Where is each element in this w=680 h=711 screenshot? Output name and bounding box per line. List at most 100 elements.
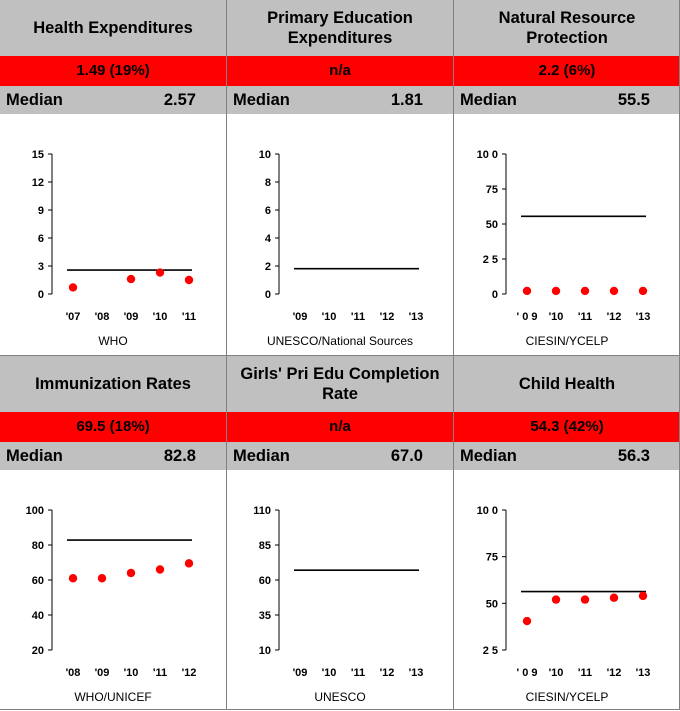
x-tick-label: '09 (124, 311, 139, 322)
median-row: Median 2.57 (0, 86, 226, 114)
data-point (126, 274, 136, 284)
y-tick-label: 60 (259, 575, 271, 587)
panel-title: Immunization Rates (0, 356, 226, 412)
source-label: CIESIN/YCELP (525, 334, 609, 348)
data-point (184, 275, 194, 285)
y-tick-label: 0 (38, 289, 44, 301)
data-point (155, 268, 165, 277)
panel-title: Primary Education Expenditures (227, 0, 453, 56)
x-tick-label: '11 (578, 311, 592, 322)
median-value: 82.8 (163, 447, 196, 465)
data-point (580, 286, 590, 296)
data-point (609, 286, 619, 296)
x-tick-label: '11 (351, 667, 365, 678)
panel-score: 69.5 (18%) (0, 412, 226, 442)
y-tick-label: 40 (32, 610, 44, 622)
data-point (126, 568, 136, 578)
x-tick-label: ' 0 9 (517, 311, 538, 322)
panel-score: 1.49 (19%) (0, 56, 226, 86)
x-tick-label: '12 (182, 667, 197, 678)
x-tick-label: '12 (380, 311, 395, 322)
chart-svg: 10 0 75 50 2 5 ' 0 9 '10 '11 '12 '13 (477, 505, 651, 679)
x-tick-label: '09 (293, 667, 308, 678)
y-tick-label: 80 (32, 540, 44, 552)
median-label: Median (233, 91, 290, 109)
y-tick-label: 3 (38, 261, 44, 273)
median-label: Median (6, 91, 63, 109)
panel-title: Natural Resource Protection (454, 0, 680, 56)
x-tick-label: '09 (95, 667, 110, 678)
y-tick-label: 110 (253, 505, 271, 517)
x-tick-label: '13 (409, 311, 424, 322)
y-tick-label: 50 (486, 598, 498, 610)
chart-svg: 10 8 6 4 2 0 '09 '10 '11 '12 '13 (259, 149, 424, 323)
y-tick-label: 35 (259, 610, 271, 622)
median-row: Median 55.5 (454, 86, 680, 114)
data-point (551, 286, 561, 296)
data-point (68, 283, 78, 292)
y-tick-label: 85 (259, 540, 271, 552)
panel-title: Child Health (454, 356, 680, 412)
median-label: Median (233, 447, 290, 465)
panel-score: n/a (227, 56, 453, 86)
data-point (522, 286, 532, 296)
chart: 10 0 75 50 2 5 0 ' 0 9 '10 '11 '12 '13 (454, 116, 680, 323)
y-tick-label: 15 (32, 149, 44, 161)
x-tick-label: '11 (182, 311, 196, 322)
data-point (522, 616, 532, 626)
panel-immunization-rates: Immunization Rates 69.5 (18%) Median 82.… (0, 356, 226, 711)
x-tick-label: '09 (293, 311, 308, 322)
chart-svg: 15 12 9 6 3 0 '07 '08 '09 '10 '11 (32, 149, 196, 323)
y-tick-label: 50 (486, 219, 498, 231)
median-row: Median 82.8 (0, 442, 226, 470)
median-row: Median 1.81 (227, 86, 453, 114)
y-tick-label: 10 (259, 149, 271, 161)
source-label: UNESCO/National Sources (266, 334, 414, 348)
panel-natural-resource-protection: Natural Resource Protection 2.2 (6%) Med… (454, 0, 680, 355)
y-tick-label: 10 0 (477, 505, 498, 517)
median-label: Median (460, 447, 517, 465)
chart-svg: 100 80 60 40 20 '08 '09 '10 '11 '12 (26, 505, 197, 679)
x-tick-label: '10 (153, 311, 168, 322)
x-tick-label: '08 (95, 311, 110, 322)
x-tick-label: '12 (607, 311, 622, 322)
source-label: WHO (98, 334, 128, 348)
data-point (68, 574, 78, 583)
median-row: Median 56.3 (454, 442, 680, 470)
panel-child-health: Child Health 54.3 (42%) Median 56.3 10 0… (454, 356, 680, 711)
y-tick-label: 10 0 (477, 149, 498, 161)
y-tick-label: 2 5 (483, 254, 498, 266)
grid-divider (0, 355, 680, 356)
x-tick-label: '10 (549, 311, 564, 322)
chart-svg: 110 85 60 35 10 '09 '10 '11 '12 '13 (253, 505, 423, 679)
x-tick-label: '08 (66, 667, 81, 678)
chart: 100 80 60 40 20 '08 '09 '10 '11 '12 (0, 472, 226, 679)
y-tick-label: 0 (265, 289, 271, 301)
median-row: Median 67.0 (227, 442, 453, 470)
y-tick-label: 12 (32, 177, 44, 189)
panel-title: Health Expenditures (0, 0, 226, 56)
median-value: 55.5 (617, 91, 650, 109)
y-tick-label: 0 (492, 289, 498, 301)
y-tick-label: 9 (38, 205, 44, 217)
x-tick-label: '11 (351, 311, 365, 322)
x-tick-label: '10 (549, 667, 564, 678)
median-value: 1.81 (390, 91, 423, 109)
x-tick-label: '11 (153, 667, 167, 678)
x-tick-label: '11 (578, 667, 592, 678)
x-tick-label: '10 (322, 311, 337, 322)
x-tick-label: '12 (607, 667, 622, 678)
median-value: 56.3 (617, 447, 650, 465)
x-tick-label: '13 (636, 311, 651, 322)
panel-score: 2.2 (6%) (454, 56, 680, 86)
x-tick-label: '10 (322, 667, 337, 678)
data-point (638, 591, 648, 601)
x-tick-label: ' 0 9 (517, 667, 538, 678)
chart: 110 85 60 35 10 '09 '10 '11 '12 '13 (227, 472, 453, 679)
x-tick-label: '10 (124, 667, 139, 678)
y-tick-label: 6 (38, 233, 44, 245)
data-point (638, 286, 648, 296)
y-tick-label: 20 (32, 645, 44, 657)
chart: 10 0 75 50 2 5 ' 0 9 '10 '11 '12 '13 (454, 472, 680, 679)
